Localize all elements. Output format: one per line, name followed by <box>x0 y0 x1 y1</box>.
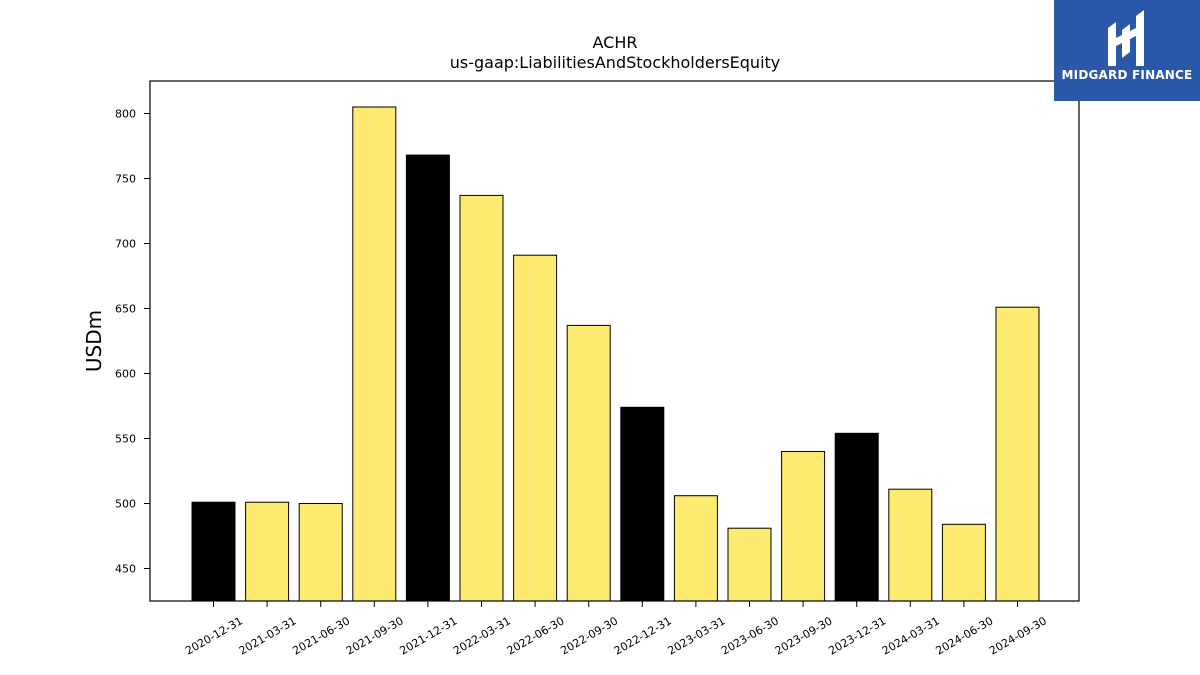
x-tick-label: 2021-03-31 <box>237 614 299 657</box>
y-tick-label: 550 <box>115 433 136 446</box>
bar-2022-03-31 <box>459 194 504 602</box>
x-tick-label: 2023-12-31 <box>826 614 888 657</box>
bar-2023-12-31 <box>834 432 879 602</box>
bar-2021-06-30 <box>298 503 343 602</box>
bar-2024-03-31 <box>888 488 933 602</box>
x-tick-label: 2021-12-31 <box>398 614 460 657</box>
x-tick-label: 2023-09-30 <box>773 614 835 657</box>
y-tick-label: 600 <box>115 368 136 381</box>
bar-2021-12-31 <box>405 154 450 602</box>
chart-title: ACHR <box>593 33 638 52</box>
y-tick-label: 750 <box>115 173 136 186</box>
x-axis: 2020-12-312021-03-312021-06-302021-09-30… <box>183 601 1049 658</box>
plot-frame <box>149 80 1080 602</box>
y-tick-label: 700 <box>115 238 136 251</box>
x-tick-label: 2020-12-31 <box>183 614 245 657</box>
bar-2023-06-30 <box>727 527 772 602</box>
bar-2022-06-30 <box>513 254 558 602</box>
chart-subtitle: us-gaap:LiabilitiesAndStockholdersEquity <box>450 53 781 72</box>
y-tick-label: 650 <box>115 303 136 316</box>
x-tick-label: 2024-03-31 <box>880 614 942 657</box>
bar-2020-12-31 <box>191 501 236 602</box>
bar-2024-09-30 <box>995 306 1040 602</box>
x-tick-label: 2022-12-31 <box>612 614 674 657</box>
x-tick-label: 2023-03-31 <box>666 614 728 657</box>
bar-2022-09-30 <box>566 324 611 602</box>
bar-2023-09-30 <box>781 451 826 602</box>
x-tick-label: 2022-09-30 <box>558 614 620 657</box>
bars-group <box>191 106 1040 602</box>
brand-logo: MIDGARD FINANCE <box>1054 0 1200 101</box>
y-tick-label: 450 <box>115 563 136 576</box>
y-tick-label: 800 <box>115 108 136 121</box>
x-tick-label: 2024-06-30 <box>934 614 996 657</box>
bar-2021-03-31 <box>245 501 290 602</box>
midgard-logo-icon <box>1108 10 1144 66</box>
x-tick-label: 2021-09-30 <box>344 614 406 657</box>
bar-2021-09-30 <box>352 106 397 602</box>
bar-2024-06-30 <box>941 523 986 602</box>
bar-2022-12-31 <box>620 406 665 602</box>
x-tick-label: 2021-06-30 <box>290 614 352 657</box>
x-tick-label: 2024-09-30 <box>987 614 1049 657</box>
x-tick-label: 2022-06-30 <box>505 614 567 657</box>
brand-name: MIDGARD FINANCE <box>1061 68 1193 82</box>
y-axis: 450 500 550 600 650 700 750 800 <box>115 108 150 576</box>
x-tick-label: 2023-06-30 <box>719 614 781 657</box>
x-tick-label: 2022-03-31 <box>451 614 513 657</box>
bar-2023-03-31 <box>673 495 718 602</box>
y-axis-label: USDm <box>82 310 106 372</box>
y-tick-label: 500 <box>115 498 136 511</box>
